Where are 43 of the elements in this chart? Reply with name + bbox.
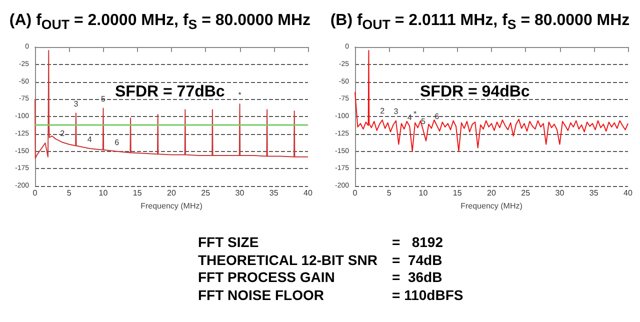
- x-tick-label: 35: [589, 188, 599, 198]
- x-tick-label: 10: [418, 188, 428, 198]
- chart-title: (A) f$_{OUT}$ = 2.0000 MHz, f$_{S}$ = 80.0000 MHz: [8, 12, 312, 32]
- annotation: 3: [74, 100, 79, 109]
- x-axis-title: Frequency (MHz): [460, 202, 523, 210]
- annotation: 6: [114, 138, 120, 147]
- x-tick-label: 25: [201, 188, 211, 198]
- x-tick-label: 30: [555, 188, 565, 198]
- x-tick-label: 0: [352, 188, 358, 198]
- text: FFT SIZE: [198, 234, 260, 252]
- text: = 8192: [392, 234, 443, 252]
- text: = 74dB: [392, 252, 442, 269]
- annotation: 5: [421, 116, 426, 126]
- annotation: 6: [434, 112, 440, 122]
- annotation: 2: [380, 106, 386, 116]
- text: FFT NOISE FLOOR: [198, 286, 325, 304]
- annotation: 3: [394, 107, 399, 116]
- x-tick-label: 15: [452, 188, 462, 198]
- text: = 36dB: [392, 269, 442, 286]
- line-series: [34, 50, 308, 159]
- annotation: *: [238, 90, 242, 100]
- chart-title: (B) f$_{OUT}$ = 2.0111 MHz, f$_{S}$ = 80.0000 MHz: [329, 12, 631, 32]
- x-tick-label: 20: [167, 188, 176, 198]
- annotation: *: [413, 109, 417, 118]
- annotation: SFDR = 94dBc: [420, 84, 530, 100]
- x-tick-label: 20: [487, 188, 496, 198]
- x-tick-label: 15: [132, 188, 142, 198]
- annotation: 4: [87, 135, 92, 144]
- x-tick-label: 30: [235, 188, 245, 198]
- x-tick-label: 25: [521, 188, 531, 198]
- text: FFT PROCESS GAIN: [198, 269, 336, 286]
- line-series: [354, 50, 628, 152]
- x-tick-label: 40: [304, 188, 313, 198]
- text: THEORETICAL 12-BIT SNR: [198, 252, 378, 269]
- x-tick-label: 35: [269, 188, 279, 198]
- x-axis-title: Frequency (MHz): [140, 202, 203, 210]
- x-tick-label: 5: [386, 188, 392, 198]
- x-tick-label: 5: [66, 188, 72, 198]
- text: = 110dBFS: [392, 286, 464, 304]
- x-tick-label: 0: [32, 188, 38, 198]
- x-tick-label: 10: [98, 188, 108, 198]
- annotation: SFDR = 77dBc: [115, 84, 225, 100]
- x-tick-label: 40: [624, 188, 633, 198]
